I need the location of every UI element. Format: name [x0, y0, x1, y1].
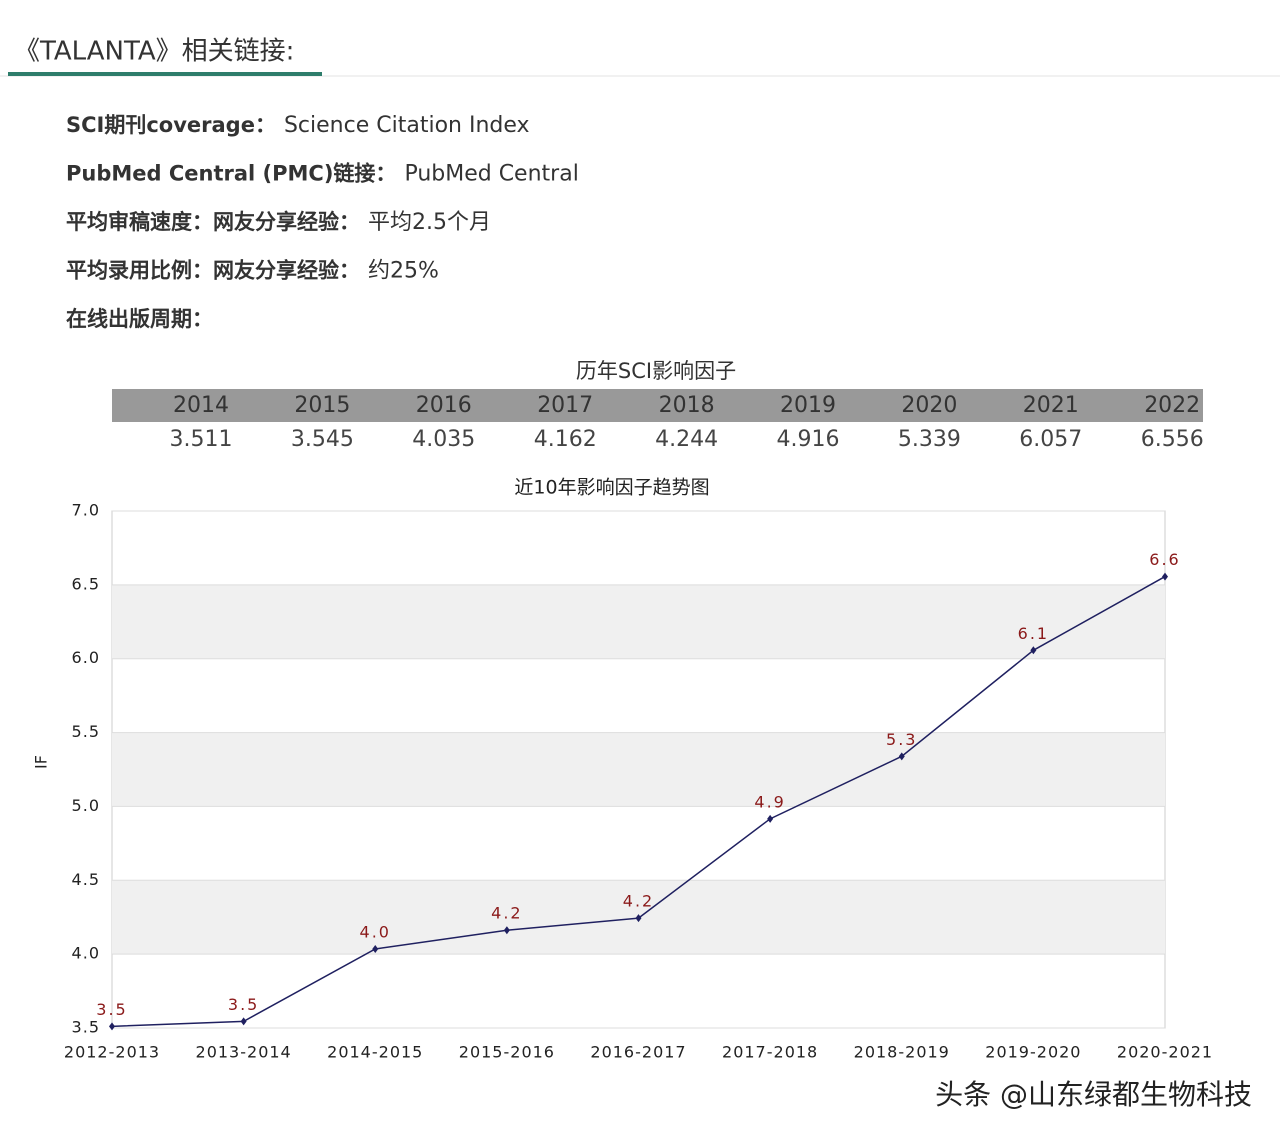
y-axis-label: IF	[32, 755, 51, 769]
table-header-cell: 2018	[659, 393, 715, 418]
x-tick-label: 2018-2019	[854, 1043, 950, 1062]
x-tick-label: 2015-2016	[459, 1043, 555, 1062]
data-point	[109, 1022, 115, 1031]
info-value: Science Citation Index	[284, 113, 530, 138]
table-cell: 4.162	[534, 427, 597, 452]
table-cell: 4.916	[777, 427, 840, 452]
data-label: 4.2	[491, 904, 522, 923]
x-tick-label: 2013-2014	[196, 1043, 292, 1062]
y-tick-label: 7.0	[72, 501, 100, 520]
info-label: PubMed Central (PMC)链接：	[66, 162, 396, 186]
info-label: SCI期刊coverage：	[66, 113, 276, 137]
x-tick-label: 2020-2021	[1117, 1043, 1213, 1062]
info-value: 平均2.5个月	[368, 210, 491, 235]
table-cell: 3.545	[291, 427, 354, 452]
grid-band	[112, 732, 1165, 807]
data-label: 5.3	[886, 730, 917, 749]
info-label: 在线出版周期：	[66, 307, 213, 331]
table-cell: 5.339	[898, 427, 961, 452]
data-point	[503, 926, 510, 935]
table-header-cell: 2017	[537, 393, 593, 418]
table-cell: 4.035	[412, 427, 475, 452]
data-point	[767, 814, 774, 823]
data-point	[635, 914, 642, 923]
x-tick-label: 2016-2017	[590, 1043, 686, 1062]
header-underline	[8, 72, 322, 76]
info-value: PubMed Central	[404, 162, 578, 187]
y-tick-label: 5.5	[72, 722, 100, 741]
table-title: 历年SCI影响因子	[576, 359, 736, 383]
table-cell: 4.244	[655, 427, 718, 452]
header-title: 《TALANTA》相关链接:	[14, 37, 294, 67]
data-label: 6.1	[1018, 624, 1049, 643]
table-header-cell: 2021	[1023, 393, 1079, 418]
data-point	[240, 1017, 247, 1026]
table-header-cell: 2016	[416, 393, 472, 418]
y-tick-label: 5.0	[72, 796, 100, 815]
table-header-cell: 2020	[901, 393, 957, 418]
info-label: 平均审稿速度：网友分享经验：	[66, 210, 360, 234]
data-label: 6.6	[1149, 550, 1180, 569]
info-value: 约25%	[368, 259, 439, 284]
x-tick-label: 2012-2013	[64, 1043, 160, 1062]
y-tick-label: 4.5	[72, 870, 100, 889]
y-tick-label: 4.0	[72, 944, 100, 963]
x-tick-label: 2014-2015	[327, 1043, 423, 1062]
table-cell: 3.511	[170, 427, 233, 452]
table-header-cell: 2019	[780, 393, 836, 418]
table-cell: 6.556	[1141, 427, 1204, 452]
data-label: 4.9	[754, 792, 785, 811]
x-tick-label: 2017-2018	[722, 1043, 818, 1062]
data-point	[898, 752, 905, 761]
table-header-cell: 2014	[173, 393, 229, 418]
data-label: 4.2	[623, 892, 654, 911]
y-tick-label: 6.5	[72, 574, 100, 593]
info-label: 平均录用比例：网友分享经验：	[66, 259, 360, 283]
y-tick-label: 6.0	[72, 648, 100, 667]
data-point	[1162, 572, 1168, 581]
data-label: 4.0	[360, 922, 391, 941]
table-header-cell: 2022	[1144, 393, 1200, 418]
data-point	[1030, 646, 1037, 655]
watermark: 头条 @山东绿都生物科技	[935, 1078, 1252, 1111]
table-header-cell: 2015	[294, 393, 350, 418]
x-tick-label: 2019-2020	[985, 1043, 1081, 1062]
data-point	[372, 944, 379, 953]
grid-band	[112, 584, 1165, 659]
data-label: 3.5	[228, 995, 259, 1014]
y-tick-label: 3.5	[72, 1018, 100, 1037]
table-header-bar	[112, 389, 1203, 422]
chart-title: 近10年影响因子趋势图	[514, 477, 709, 499]
table-cell: 6.057	[1019, 427, 1082, 452]
data-label: 3.5	[96, 1000, 127, 1019]
